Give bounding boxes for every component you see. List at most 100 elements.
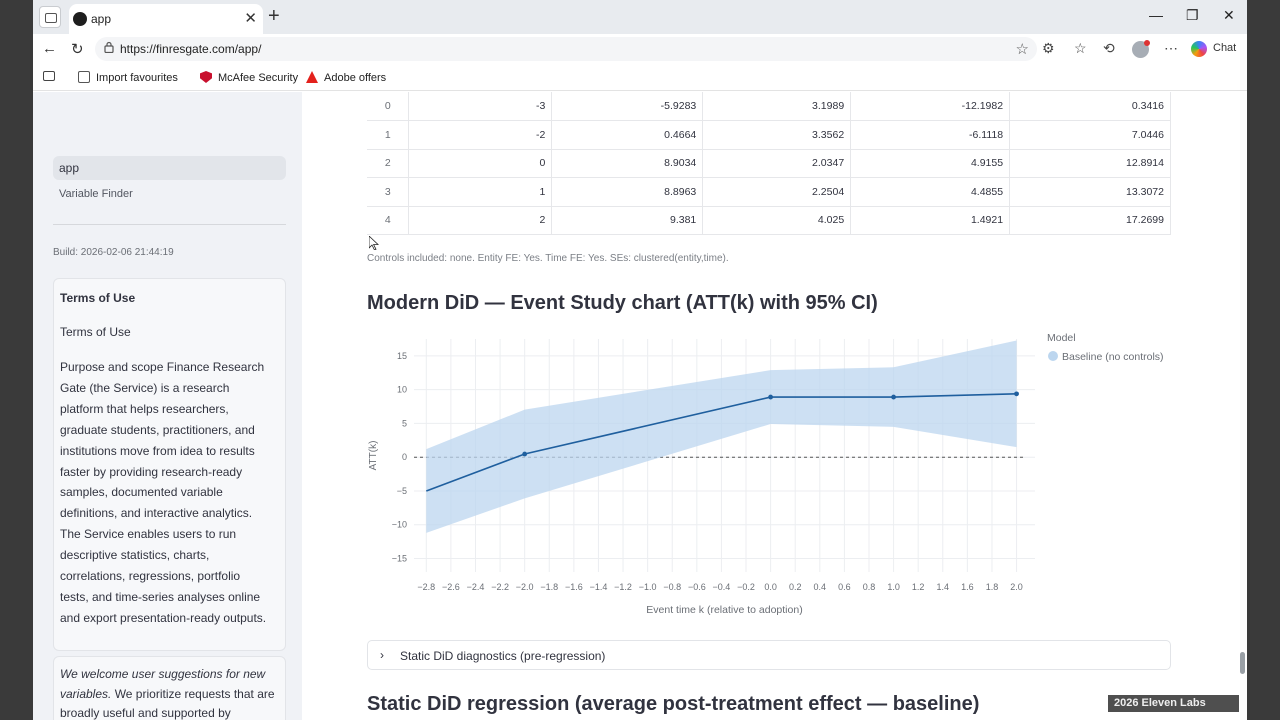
row-index-cell: 3 [367,177,410,207]
table-cell: 17.2699 [1009,206,1171,235]
y-tick-label: 10 [397,385,407,395]
row-index-cell: 4 [367,206,410,235]
bookmark-adobe[interactable]: Adobe offers [306,71,386,84]
x-tick-label: −2.2 [491,582,509,592]
main-content: 0 -3 -5.9283 3.1989 -12.1982 0.3416 1 -2 0.4664 3… [302,92,1247,720]
x-tick-label: −1.6 [565,582,583,592]
table-cell: 4.4855 [850,177,1011,207]
row-index-cell: 0 [367,92,410,121]
x-tick-label: −1.4 [590,582,608,592]
x-tick-label: 1.0 [887,582,900,592]
scrollbar[interactable] [1239,92,1247,720]
reload-icon[interactable]: ↻ [71,41,84,58]
table-cell: 7.0446 [1009,120,1171,150]
workspaces-icon[interactable] [39,6,61,28]
tab-app[interactable]: app ✕ [69,4,263,34]
x-tick-label: −0.4 [713,582,731,592]
bookmark-import-favourites[interactable]: Import favourites [78,71,178,84]
mouse-cursor-icon [369,236,379,250]
x-tick-label: 0.2 [789,582,802,592]
sidebar-item-variable-finder[interactable]: Variable Finder [59,188,133,200]
table-cell: 8.8963 [551,177,704,207]
favorites-icon[interactable]: ☆ [1074,40,1087,56]
diagnostics-expander[interactable]: › Static DiD diagnostics (pre-regression… [367,640,1171,670]
mcafee-shield-icon [200,71,212,83]
x-tick-label: −2.8 [417,582,435,592]
y-tick-label: 0 [402,452,407,462]
x-tick-label: −0.6 [688,582,706,592]
terms-card: Terms of Use Terms of Use Purpose and sc… [53,278,286,651]
event-study-chart: −2.8 −2.6 −2.4 −2.2 −2.0 −1.8 −1.6 −1.4 −1.2 −1.0… [368,332,1164,616]
scrollbar-thumb[interactable] [1240,652,1245,674]
x-tick-label: −0.2 [737,582,755,592]
table-cell: -5.9283 [551,92,704,121]
x-tick-label: −2.6 [442,582,460,592]
minimize-icon[interactable]: — [1149,7,1163,23]
close-window-icon[interactable]: ✕ [1223,7,1235,23]
new-tab-icon[interactable]: + [268,5,280,27]
section-title: Modern DiD — Event Study chart (ATT(k) w… [367,292,878,314]
table-cell: 0.3416 [1009,92,1171,121]
table-row: 1 -2 0.4664 3.3562 -6.1118 7.0446 [367,120,1171,150]
notification-dot [1144,40,1150,46]
x-tick-label: 1.4 [937,582,950,592]
legend-swatch [1048,351,1058,361]
table-cell: -12.1982 [850,92,1011,121]
table-row: 0 -3 -5.9283 3.1989 -12.1982 0.3416 [367,92,1171,121]
data-point [1014,391,1019,397]
sidebar: app Variable Finder Build: 2026-02-06 21… [33,92,302,720]
favorite-star-icon[interactable]: ☆ [1015,41,1029,58]
bookmarks-menu-icon[interactable] [43,71,55,81]
table-row: 3 1 8.8963 2.2504 4.4855 13.3072 [367,177,1171,207]
terms-heading: Terms of Use [60,291,136,305]
table-cell: 4.025 [702,206,852,235]
table-cell: 13.3072 [1009,177,1171,207]
data-point [522,451,528,457]
adobe-icon [306,71,318,83]
diagnostics-label: Static DiD diagnostics (pre-regression) [400,649,606,663]
table-row: 4 2 9.381 4.025 1.4921 17.2699 [367,206,1171,235]
table-cell: -2 [408,120,553,150]
build-info: Build: 2026-02-06 21:44:19 [53,247,174,258]
x-tick-label: −1.8 [540,582,558,592]
address-bar[interactable]: https://finresgate.com/app/ ☆ [95,37,1037,61]
x-axis-label: Event time k (relative to adoption) [646,604,802,616]
table-cell: 8.9034 [551,149,704,178]
table-cell: 12.8914 [1009,149,1171,178]
confidence-band [426,340,1017,533]
table-row: 2 0 8.9034 2.0347 4.9155 12.8914 [367,149,1171,178]
table-cell: 2.2504 [702,177,852,207]
extensions-icon[interactable]: ⚙ [1042,40,1055,56]
data-point [768,394,774,400]
y-axis-label: ATT(k) [368,441,379,471]
restore-icon[interactable]: ❐ [1186,7,1199,23]
tab-strip: app ✕ + — ❐ ✕ [33,0,1247,34]
static-regression-title: Static DiD regression (average post-trea… [367,693,980,715]
watermark: 2026 Eleven Labs [1108,695,1239,712]
more-menu-icon[interactable]: ⋯ [1164,40,1178,56]
bookmark-mcafee[interactable]: McAfee Security [200,71,298,84]
copilot-chat-button[interactable]: Chat [1191,39,1241,59]
page-viewport: app Variable Finder Build: 2026-02-06 21… [33,92,1247,720]
y-tick-label: 5 [402,418,407,428]
back-icon[interactable]: ← [42,40,57,57]
x-tick-label: −1.0 [639,582,657,592]
x-tick-label: 2.0 [1010,582,1023,592]
data-point [891,394,896,400]
history-icon[interactable]: ⟲ [1103,40,1115,56]
tab-title: app [91,12,112,26]
x-tick-label: 1.6 [961,582,974,592]
x-tick-label: −0.8 [663,582,681,592]
url-text: https://finresgate.com/app/ [120,42,262,56]
bookmarks-bar: Import favourites McAfee Security Adobe … [33,64,1247,91]
sidebar-divider [53,224,286,225]
suggestions-text: We welcome user suggestions for new vari… [60,667,275,720]
table-cell: 2 [408,206,553,235]
suggestions-card: We welcome user suggestions for new vari… [53,656,286,720]
close-tab-icon[interactable]: ✕ [244,10,257,27]
table-cell: -3 [408,92,553,121]
row-index-cell: 2 [367,149,410,178]
legend-entry: Baseline (no controls) [1062,351,1164,363]
y-tick-label: −10 [392,520,407,530]
sidebar-item-app[interactable]: app [53,156,286,180]
